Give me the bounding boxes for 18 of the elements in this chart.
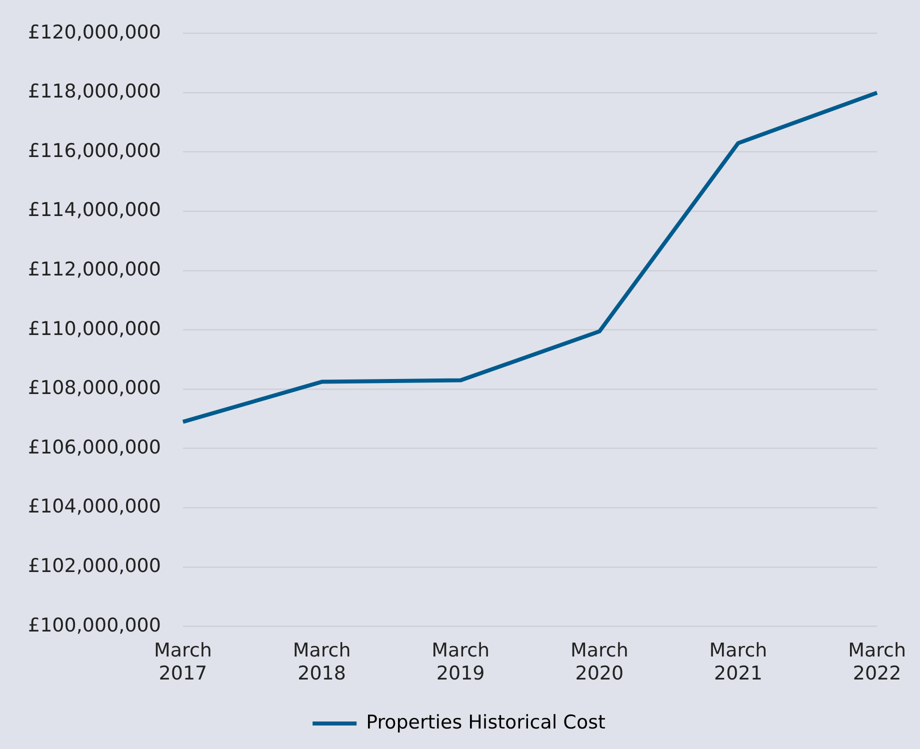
x-tick-label: March 2020 xyxy=(570,640,628,685)
x-tick-label: March 2018 xyxy=(292,640,351,685)
y-tick-label: £120,000,000 xyxy=(28,21,161,44)
y-tick-label: £100,000,000 xyxy=(28,614,161,636)
x-tick-label: March 2019 xyxy=(432,640,490,685)
x-tick-label: March 2022 xyxy=(848,640,906,685)
y-tick-label: £108,000,000 xyxy=(28,377,161,400)
x-tick-label: March 2017 xyxy=(154,640,212,685)
x-tick-label: March 2021 xyxy=(709,640,768,685)
y-tick-label: £104,000,000 xyxy=(28,496,161,518)
y-tick-label: £116,000,000 xyxy=(28,140,161,162)
y-tick-label: £102,000,000 xyxy=(28,555,161,578)
y-tick-label: £114,000,000 xyxy=(28,199,161,222)
y-tick-label: £106,000,000 xyxy=(28,436,161,458)
y-tick-label: £112,000,000 xyxy=(28,258,161,281)
y-tick-label: £118,000,000 xyxy=(28,80,161,103)
legend-label: Properties Historical Cost xyxy=(366,711,606,734)
y-tick-label: £110,000,000 xyxy=(28,318,161,340)
